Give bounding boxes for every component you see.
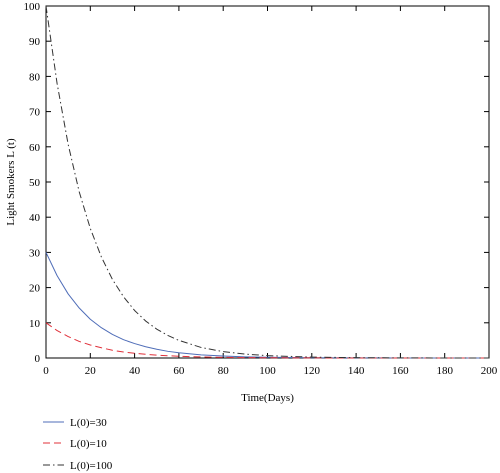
y-tick-label: 70 xyxy=(29,107,41,119)
series-line-2 xyxy=(45,322,489,359)
x-tick-label: 0 xyxy=(43,365,49,377)
y-tick-label: 40 xyxy=(29,212,41,224)
legend-label-3: L(0)=100 xyxy=(70,460,113,472)
legend: L(0)=30 L(0)=10 L(0)=100 xyxy=(43,417,113,472)
x-tick-label: 120 xyxy=(304,365,321,377)
x-tick-label: 160 xyxy=(392,365,409,377)
y-tick-label: 50 xyxy=(29,177,41,189)
x-tick-label: 80 xyxy=(218,365,230,377)
y-tick-label: 90 xyxy=(29,36,41,48)
y-tick-label: 30 xyxy=(29,247,41,259)
y-axis-label: Light Smokers L (t) xyxy=(5,138,17,226)
x-tick-label: 100 xyxy=(259,365,276,377)
x-tick-label: 180 xyxy=(436,365,453,377)
x-tick-label: 40 xyxy=(129,365,141,377)
series-line-3 xyxy=(45,5,490,359)
x-tick-label: 200 xyxy=(481,365,498,377)
plot-frame xyxy=(45,5,490,359)
y-tick-label: 20 xyxy=(29,283,41,295)
y-tick-label: 0 xyxy=(35,353,41,365)
x-tick-label: 20 xyxy=(85,365,97,377)
series-lines xyxy=(45,5,490,359)
plot-area-border xyxy=(45,5,490,359)
axis-ticks: 0 20 40 60 80 100 120 140 160 180 200 0 10 20 30 40 50 60… xyxy=(24,1,498,377)
y-tick-label: 80 xyxy=(29,71,41,83)
x-axis-label: Time(Days) xyxy=(241,392,294,404)
y-tick-label: 60 xyxy=(29,142,41,154)
x-tick-label: 140 xyxy=(348,365,365,377)
legend-label-1: L(0)=30 xyxy=(70,417,107,429)
y-tick-label: 100 xyxy=(24,1,41,13)
legend-label-2: L(0)=10 xyxy=(70,438,107,450)
series-line-1 xyxy=(45,252,489,359)
x-tick-label: 60 xyxy=(173,365,185,377)
y-tick-label: 10 xyxy=(29,318,41,330)
